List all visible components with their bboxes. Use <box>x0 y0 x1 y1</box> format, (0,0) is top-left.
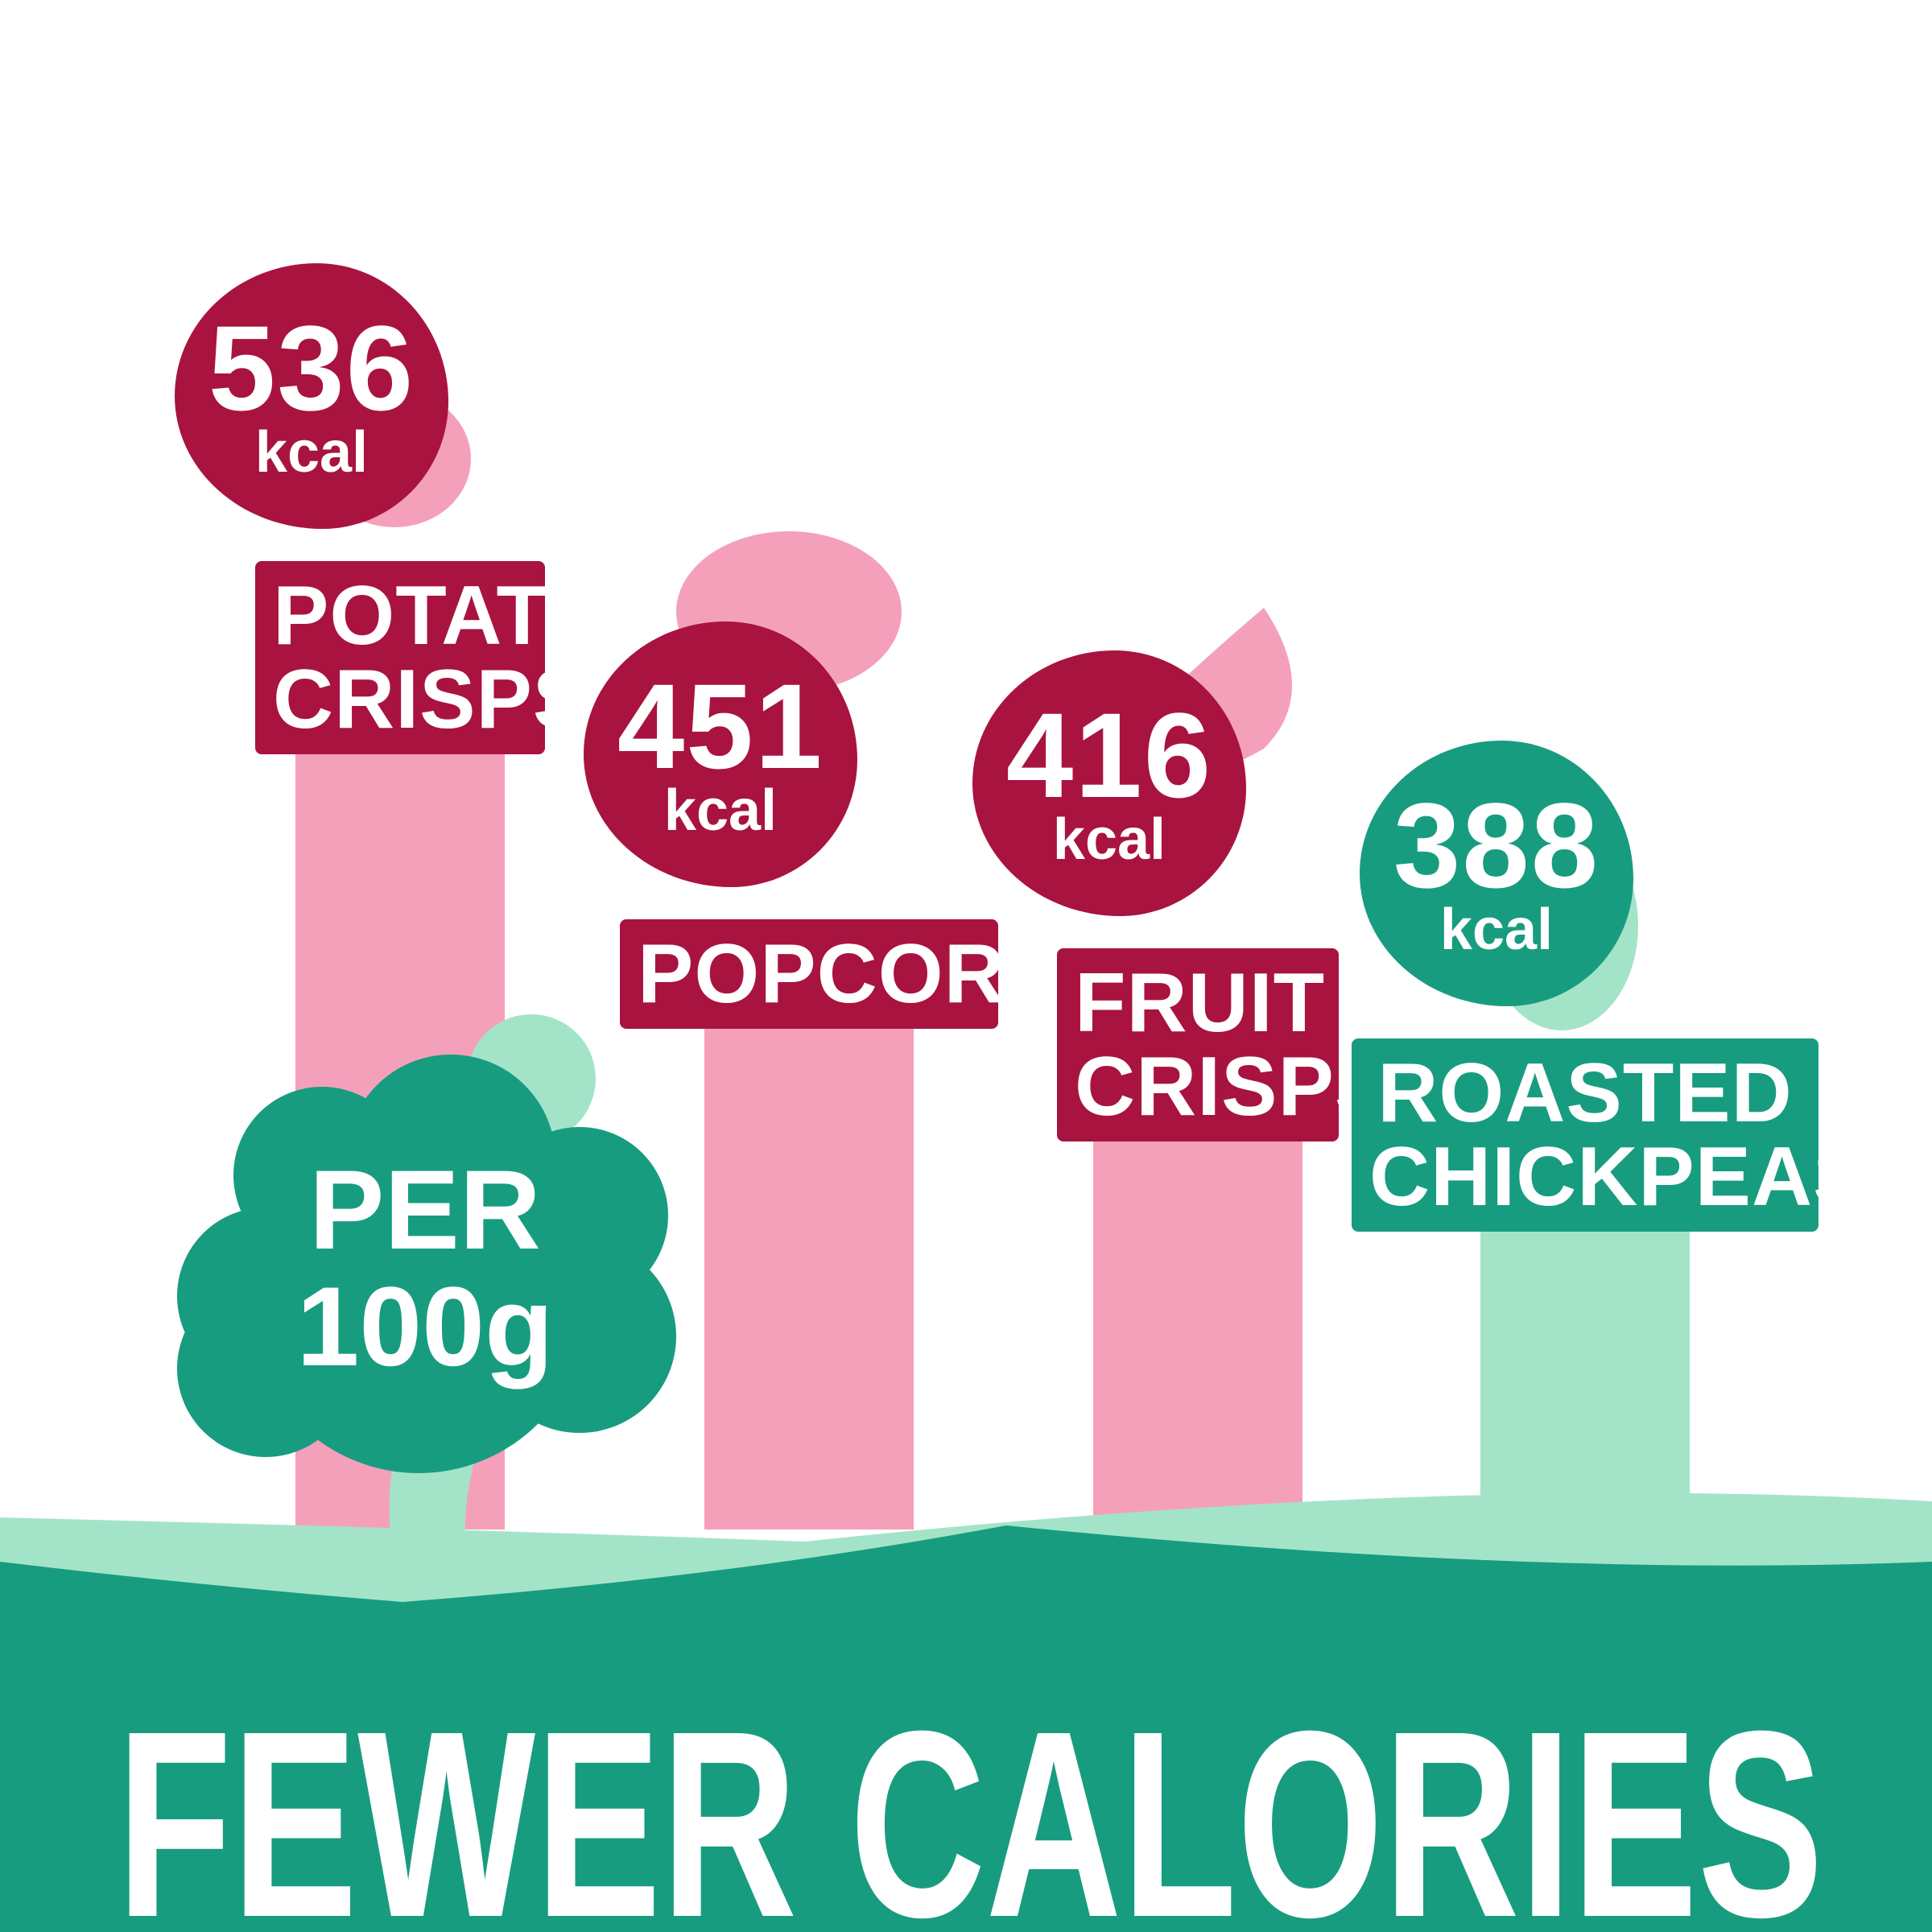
value-bubble: 451 kcal <box>584 621 857 887</box>
unit-label: kcal <box>663 778 778 843</box>
category-label: FRUIT CRISPS <box>1057 947 1390 1141</box>
bar-label-group: 416 kcal FRUIT CRISPS <box>972 650 1423 1141</box>
value-label: 451 <box>617 658 824 794</box>
dark-hill <box>0 1525 1932 1932</box>
unit-label: kcal <box>1052 807 1166 872</box>
value-bubble: 416 kcal <box>972 650 1246 916</box>
tree <box>177 1014 676 1590</box>
value-label: 388 <box>1393 778 1600 913</box>
chart-title: FEWER CALORIES <box>117 1675 1823 1932</box>
bar-label-group: 536 kcal POTATO CRISPS <box>175 263 625 754</box>
category-label: POTATO CRISPS <box>255 561 612 754</box>
value-bubble: 536 kcal <box>175 263 448 529</box>
value-label: 416 <box>1005 687 1213 823</box>
bar <box>704 1028 914 1530</box>
bar <box>1480 1232 1690 1530</box>
category-label: ROASTED CHICKPEAS <box>1352 1038 1869 1232</box>
annotation: PER 100g <box>296 1146 554 1389</box>
unit-label: kcal <box>254 420 369 485</box>
value-bubble: 388 kcal <box>1360 741 1633 1006</box>
bar-label-group: 451 kcal POPCORN <box>584 621 1066 1029</box>
bar-label-group: 388 kcal ROASTED CHICKPEAS <box>1352 741 1869 1232</box>
bar <box>1093 1141 1302 1530</box>
value-label: 536 <box>208 300 415 436</box>
category-label: POPCORN <box>620 919 1066 1029</box>
unit-label: kcal <box>1439 898 1554 962</box>
